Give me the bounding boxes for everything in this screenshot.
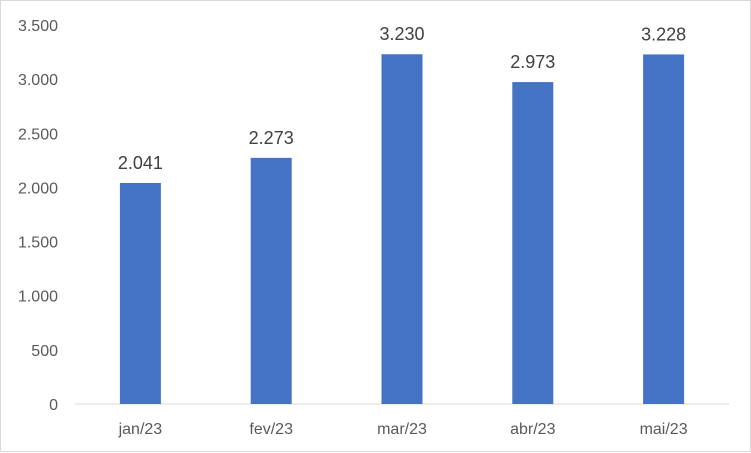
bar [119, 182, 161, 404]
data-label: 3.230 [379, 24, 424, 44]
y-tick-label: 2.500 [18, 126, 58, 143]
bar [643, 54, 685, 405]
data-label: 3.228 [641, 24, 686, 44]
data-label: 2.273 [249, 128, 294, 148]
data-label: 2.973 [510, 52, 555, 72]
x-tick-label: fev/23 [249, 421, 293, 438]
x-tick-label: mai/23 [640, 421, 688, 438]
y-tick-label: 1.000 [18, 289, 58, 306]
data-labels: 2.041 2.273 3.230 2.973 3.228 [118, 24, 686, 173]
x-axis: jan/23 fev/23 mar/23 abr/23 mai/23 [75, 403, 729, 438]
y-tick-label: 3.500 [18, 18, 58, 35]
bar [512, 82, 554, 404]
x-tick-label: abr/23 [510, 421, 555, 438]
y-tick-label: 1.500 [18, 235, 58, 252]
bar [381, 54, 423, 404]
bars [119, 54, 685, 405]
x-tick-label: jan/23 [118, 421, 163, 438]
y-tick-label: 500 [31, 343, 58, 360]
y-tick-label: 2.000 [18, 180, 58, 197]
y-tick-label: 0 [49, 397, 58, 414]
y-axis: 0 500 1.000 1.500 2.000 2.500 3.000 3.500 [18, 18, 58, 414]
y-tick-label: 3.000 [18, 72, 58, 89]
bar [250, 157, 292, 404]
x-tick-label: mar/23 [377, 421, 427, 438]
data-label: 2.041 [118, 153, 163, 173]
